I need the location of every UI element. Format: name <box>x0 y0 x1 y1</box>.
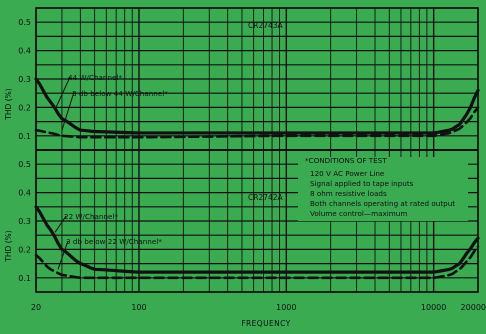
conditions-line-5: Volume control—maximum <box>310 209 407 218</box>
curve-layer <box>34 76 480 280</box>
conditions-line-1: 120 V AC Power Line <box>310 169 385 178</box>
top-chart-title: CR2743A <box>248 21 284 30</box>
grid-layer <box>35 7 479 293</box>
conditions-line-4: Both channels operating at rated output <box>310 199 455 208</box>
conditions-heading: *CONDITIONS OF TEST <box>305 156 387 165</box>
series-line-0-1 <box>34 106 480 139</box>
x-tick-label-10000: 10000 <box>421 303 446 312</box>
y-tick-label-1-0.2: 0.2 <box>18 245 31 254</box>
annotation-leader-1 <box>61 91 75 131</box>
x-tick-label-1000: 1000 <box>276 303 296 312</box>
annotation-leader-2 <box>54 215 67 233</box>
text-layer: CR2743A CR2742A THD (%) THD (%) 44 W/Cha… <box>4 18 486 328</box>
y-tick-label-1-0.5: 0.5 <box>18 160 31 169</box>
conditions-box: *CONDITIONS OF TEST 120 V AC Power Line … <box>298 156 468 221</box>
y-tick-label-0-0.2: 0.2 <box>18 103 31 112</box>
y-tick-label-0-0.5: 0.5 <box>18 18 31 27</box>
bottom-y-axis-label: THD (%) <box>4 230 13 262</box>
bottom-series-2-label: 3 db below 22 W/Channel* <box>66 237 162 246</box>
conditions-line-2: Signal applied to tape inputs <box>310 179 414 188</box>
x-tick-label-20: 20 <box>31 303 41 312</box>
bottom-chart-title: CR2742A <box>248 193 284 202</box>
y-tick-label-1-0.3: 0.3 <box>18 217 31 226</box>
conditions-background <box>298 157 468 221</box>
y-tick-label-0-0.1: 0.1 <box>18 132 31 141</box>
top-series-1-label: 44 W/Channel* <box>68 73 122 82</box>
x-tick-label-100: 100 <box>131 303 146 312</box>
bottom-series-1-label: 22 W/Channel* <box>64 212 118 221</box>
plot-frame <box>35 7 479 293</box>
series-line-0-0 <box>34 77 480 135</box>
top-y-axis-label: THD (%) <box>4 88 13 120</box>
annotation-leader-3 <box>57 240 69 270</box>
x-axis-label: FREQUENCY <box>241 319 290 328</box>
y-tick-label-0-0.4: 0.4 <box>18 47 31 56</box>
y-tick-label-0-0.3: 0.3 <box>18 75 31 84</box>
y-tick-label-1-0.4: 0.4 <box>18 189 31 198</box>
top-series-2-label: 3 db below 44 W/Channel* <box>72 89 168 98</box>
annotation-leader-0 <box>55 76 71 108</box>
series-line-1-1 <box>34 245 480 280</box>
series-line-1-0 <box>34 205 480 274</box>
y-tick-label-1-0.1: 0.1 <box>18 274 31 283</box>
conditions-line-3: 8 ohm resistive loads <box>310 189 387 198</box>
x-tick-label-20000: 20000 <box>461 303 486 312</box>
